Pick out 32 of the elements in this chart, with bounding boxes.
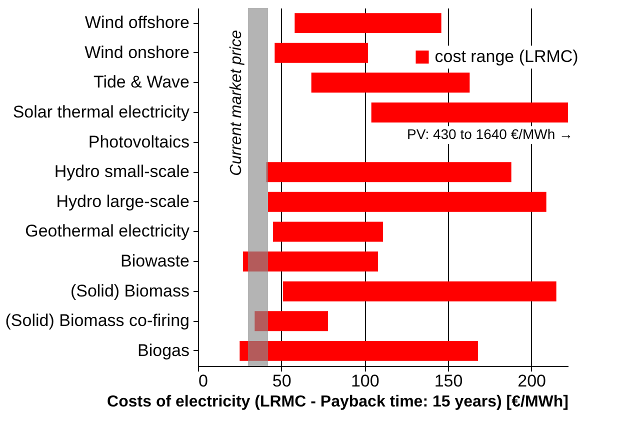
y-tick-label: Wind offshore xyxy=(84,13,190,32)
bar xyxy=(371,102,568,122)
y-tick-label: Hydro large-scale xyxy=(56,192,190,211)
y-tick-label: Photovoltaics xyxy=(88,132,190,152)
x-tick-label: 50 xyxy=(272,372,292,390)
y-tick-label: Tide & Wave xyxy=(93,72,190,92)
annotation: PV: 430 to 1640 €/MWh → xyxy=(407,126,574,142)
bar xyxy=(266,162,512,182)
bar xyxy=(294,13,442,34)
bar xyxy=(274,42,368,63)
x-tick-label: 100 xyxy=(350,372,380,390)
bar xyxy=(254,311,328,332)
y-tick-label: (Solid) Biomass co-firing xyxy=(5,311,190,330)
y-tick-label: Geothermal electricity xyxy=(25,222,190,241)
y-tick-label: Wind onshore xyxy=(84,42,190,62)
bar xyxy=(240,340,478,361)
bar xyxy=(311,72,470,93)
bar xyxy=(273,222,383,242)
legend-label: cost range (LRMC) xyxy=(434,47,578,66)
y-tick-label: Solar thermal electricity xyxy=(12,102,190,122)
x-tick-label: 150 xyxy=(434,372,463,390)
x-axis-title: Costs of electricity (LRMC - Payback time: 15 years) [€/MWh] xyxy=(107,394,568,410)
bar xyxy=(268,192,546,212)
bar xyxy=(243,252,378,272)
y-tick-label: Hydro small-scale xyxy=(54,162,190,182)
y-tick-label: (Solid) Biomass xyxy=(70,281,190,300)
bar xyxy=(283,281,556,302)
x-tick-label: 0 xyxy=(198,372,208,390)
band-label: Current market price xyxy=(228,30,245,176)
y-tick-label: Biogas xyxy=(138,340,190,360)
x-tick-label: 200 xyxy=(518,372,546,390)
y-tick-label: Biowaste xyxy=(120,252,190,271)
